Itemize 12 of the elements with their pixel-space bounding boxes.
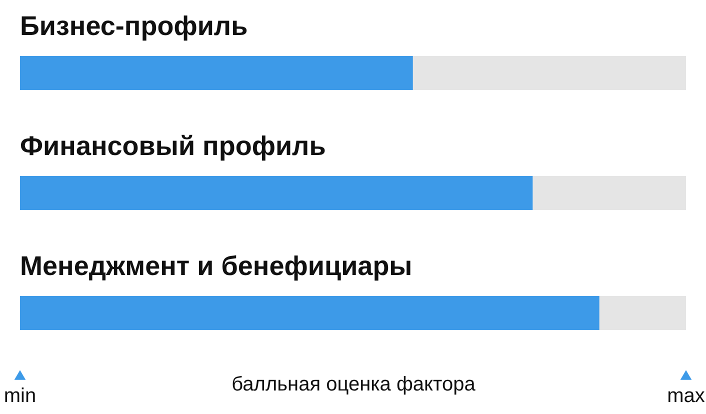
x-axis-title: балльная оценка фактора: [232, 374, 476, 396]
text: min: [4, 385, 36, 407]
bar: [599, 296, 686, 330]
bar: [412, 56, 686, 90]
bar: [20, 56, 413, 90]
bar: [532, 176, 686, 210]
y-tick-label: Бизнес-профиль: [20, 11, 248, 41]
bar: [20, 296, 600, 330]
y-tick-label: Менеджмент и бенефициары: [20, 251, 412, 281]
text: max: [667, 385, 705, 407]
bar: [20, 176, 533, 210]
y-tick-label: Финансовый профиль: [20, 131, 326, 161]
